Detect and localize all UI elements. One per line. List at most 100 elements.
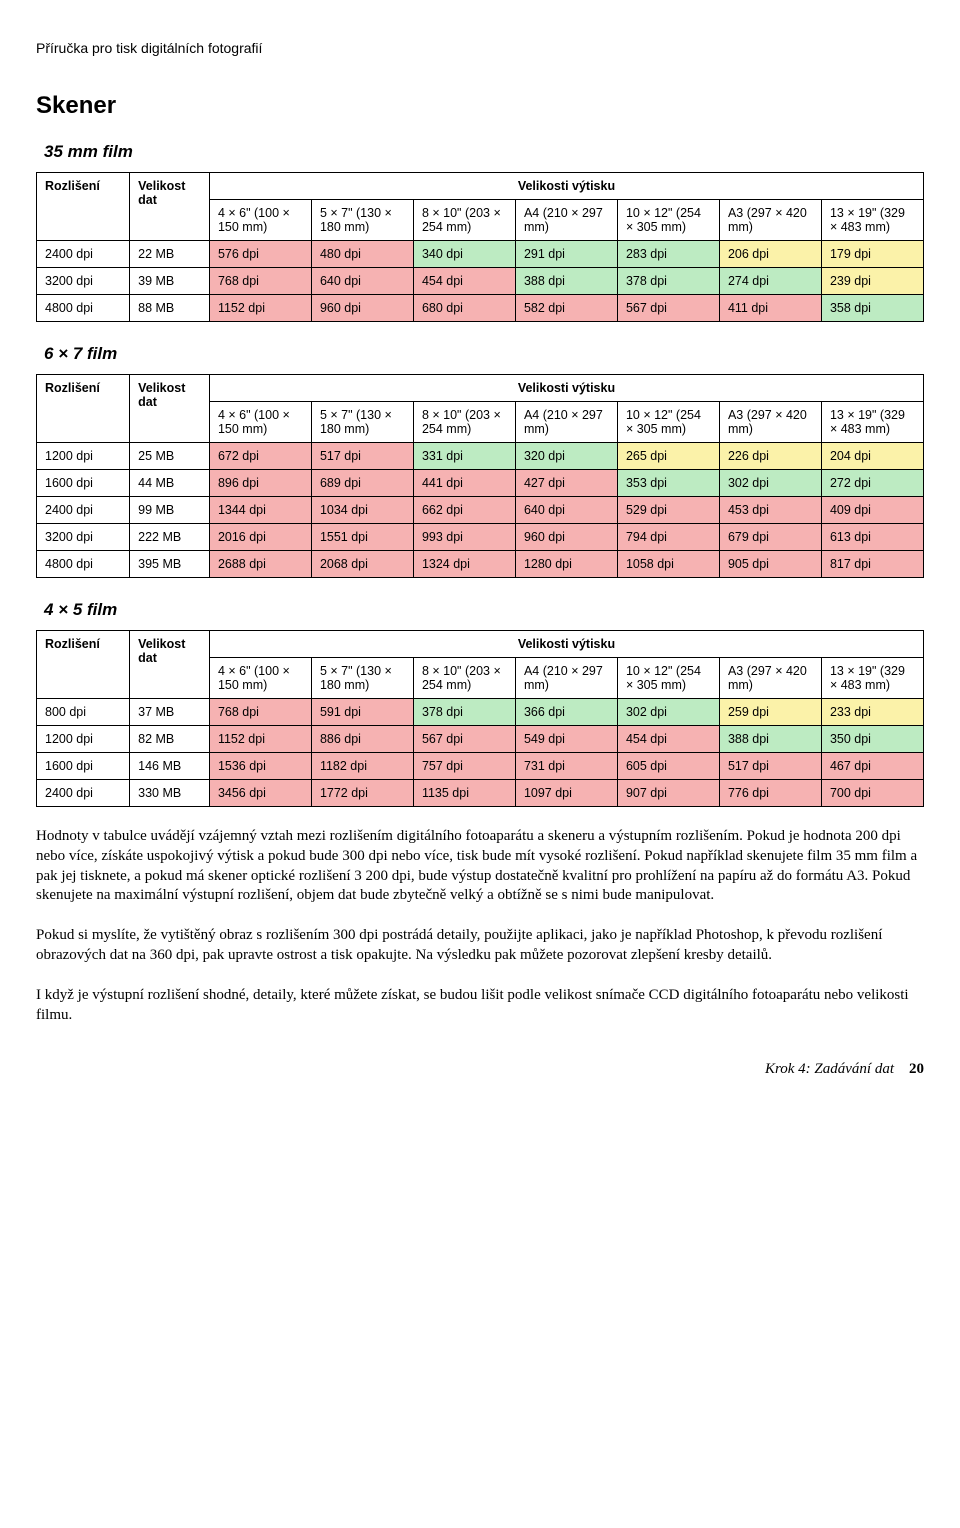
col-size-header: 13 × 19" (329 × 483 mm): [821, 658, 923, 699]
resolution-table: RozlišeníVelikost datVelikosti výtisku4 …: [36, 630, 924, 807]
cell-dpi: 378 dpi: [413, 699, 515, 726]
col-resolution: Rozlišení: [37, 631, 130, 699]
table-row: 4800 dpi88 MB1152 dpi960 dpi680 dpi582 d…: [37, 295, 924, 322]
cell-dpi: 662 dpi: [413, 497, 515, 524]
col-size-header: 13 × 19" (329 × 483 mm): [821, 402, 923, 443]
cell-datasize: 22 MB: [130, 241, 210, 268]
cell-datasize: 146 MB: [130, 753, 210, 780]
col-size-header: A3 (297 × 420 mm): [719, 200, 821, 241]
cell-dpi: 768 dpi: [209, 699, 311, 726]
table-row: 4800 dpi395 MB2688 dpi2068 dpi1324 dpi12…: [37, 551, 924, 578]
col-size-header: A3 (297 × 420 mm): [719, 402, 821, 443]
cell-dpi: 591 dpi: [311, 699, 413, 726]
cell-dpi: 529 dpi: [617, 497, 719, 524]
cell-dpi: 378 dpi: [617, 268, 719, 295]
cell-dpi: 672 dpi: [209, 443, 311, 470]
col-print-sizes: Velikosti výtisku: [209, 173, 923, 200]
cell-dpi: 757 dpi: [413, 753, 515, 780]
cell-dpi: 454 dpi: [413, 268, 515, 295]
table-row: 2400 dpi330 MB3456 dpi1772 dpi1135 dpi10…: [37, 780, 924, 807]
cell-dpi: 388 dpi: [719, 726, 821, 753]
footer-section: Krok 4: Zadávání dat: [765, 1061, 894, 1077]
table-caption: 35 mm film: [44, 142, 924, 162]
page-footer: Krok 4: Zadávání dat 20: [36, 1061, 924, 1078]
cell-datasize: 39 MB: [130, 268, 210, 295]
cell-dpi: 960 dpi: [311, 295, 413, 322]
cell-dpi: 567 dpi: [617, 295, 719, 322]
cell-resolution: 1600 dpi: [37, 753, 130, 780]
cell-dpi: 265 dpi: [617, 443, 719, 470]
cell-dpi: 453 dpi: [719, 497, 821, 524]
cell-dpi: 700 dpi: [821, 780, 923, 807]
cell-dpi: 905 dpi: [719, 551, 821, 578]
col-size-header: 13 × 19" (329 × 483 mm): [821, 200, 923, 241]
table-row: 1200 dpi82 MB1152 dpi886 dpi567 dpi549 d…: [37, 726, 924, 753]
cell-dpi: 517 dpi: [311, 443, 413, 470]
cell-dpi: 1280 dpi: [515, 551, 617, 578]
col-size-header: 10 × 12" (254 × 305 mm): [617, 200, 719, 241]
cell-dpi: 1097 dpi: [515, 780, 617, 807]
col-size-header: A4 (210 × 297 mm): [515, 200, 617, 241]
col-size-header: 8 × 10" (203 × 254 mm): [413, 402, 515, 443]
table-row: 3200 dpi39 MB768 dpi640 dpi454 dpi388 dp…: [37, 268, 924, 295]
cell-dpi: 768 dpi: [209, 268, 311, 295]
cell-dpi: 204 dpi: [821, 443, 923, 470]
cell-dpi: 1152 dpi: [209, 726, 311, 753]
cell-dpi: 1551 dpi: [311, 524, 413, 551]
cell-dpi: 302 dpi: [719, 470, 821, 497]
cell-resolution: 3200 dpi: [37, 524, 130, 551]
table-row: 2400 dpi99 MB1344 dpi1034 dpi662 dpi640 …: [37, 497, 924, 524]
cell-dpi: 679 dpi: [719, 524, 821, 551]
cell-datasize: 82 MB: [130, 726, 210, 753]
cell-dpi: 454 dpi: [617, 726, 719, 753]
cell-datasize: 395 MB: [130, 551, 210, 578]
cell-dpi: 1058 dpi: [617, 551, 719, 578]
cell-dpi: 206 dpi: [719, 241, 821, 268]
cell-datasize: 25 MB: [130, 443, 210, 470]
cell-dpi: 467 dpi: [821, 753, 923, 780]
cell-dpi: 640 dpi: [515, 497, 617, 524]
cell-resolution: 1200 dpi: [37, 443, 130, 470]
table-caption: 6 × 7 film: [44, 344, 924, 364]
col-size-header: 5 × 7" (130 × 180 mm): [311, 658, 413, 699]
cell-dpi: 680 dpi: [413, 295, 515, 322]
col-size-header: 5 × 7" (130 × 180 mm): [311, 402, 413, 443]
cell-dpi: 411 dpi: [719, 295, 821, 322]
cell-dpi: 1152 dpi: [209, 295, 311, 322]
cell-dpi: 331 dpi: [413, 443, 515, 470]
resolution-table: RozlišeníVelikost datVelikosti výtisku4 …: [36, 374, 924, 578]
col-resolution: Rozlišení: [37, 375, 130, 443]
body-paragraph-1: Hodnoty v tabulce uvádějí vzájemný vztah…: [36, 827, 924, 906]
cell-dpi: 350 dpi: [821, 726, 923, 753]
cell-dpi: 896 dpi: [209, 470, 311, 497]
body-paragraph-2: Pokud si myslíte, že vytištěný obraz s r…: [36, 926, 924, 966]
cell-resolution: 2400 dpi: [37, 780, 130, 807]
cell-dpi: 567 dpi: [413, 726, 515, 753]
cell-dpi: 817 dpi: [821, 551, 923, 578]
cell-dpi: 731 dpi: [515, 753, 617, 780]
cell-dpi: 1536 dpi: [209, 753, 311, 780]
cell-dpi: 794 dpi: [617, 524, 719, 551]
cell-dpi: 388 dpi: [515, 268, 617, 295]
col-size-header: A3 (297 × 420 mm): [719, 658, 821, 699]
cell-resolution: 1600 dpi: [37, 470, 130, 497]
col-size-header: 10 × 12" (254 × 305 mm): [617, 658, 719, 699]
cell-dpi: 179 dpi: [821, 241, 923, 268]
cell-dpi: 886 dpi: [311, 726, 413, 753]
cell-dpi: 3456 dpi: [209, 780, 311, 807]
cell-resolution: 800 dpi: [37, 699, 130, 726]
resolution-table: RozlišeníVelikost datVelikosti výtisku4 …: [36, 172, 924, 322]
table-caption: 4 × 5 film: [44, 600, 924, 620]
cell-datasize: 99 MB: [130, 497, 210, 524]
col-datasize: Velikost dat: [130, 631, 210, 699]
cell-resolution: 2400 dpi: [37, 497, 130, 524]
table-row: 3200 dpi222 MB2016 dpi1551 dpi993 dpi960…: [37, 524, 924, 551]
tables-container: 35 mm filmRozlišeníVelikost datVelikosti…: [36, 142, 924, 807]
cell-dpi: 441 dpi: [413, 470, 515, 497]
cell-dpi: 1034 dpi: [311, 497, 413, 524]
table-row: 1200 dpi25 MB672 dpi517 dpi331 dpi320 dp…: [37, 443, 924, 470]
cell-dpi: 274 dpi: [719, 268, 821, 295]
table-row: 1600 dpi44 MB896 dpi689 dpi441 dpi427 dp…: [37, 470, 924, 497]
cell-dpi: 302 dpi: [617, 699, 719, 726]
cell-dpi: 1324 dpi: [413, 551, 515, 578]
